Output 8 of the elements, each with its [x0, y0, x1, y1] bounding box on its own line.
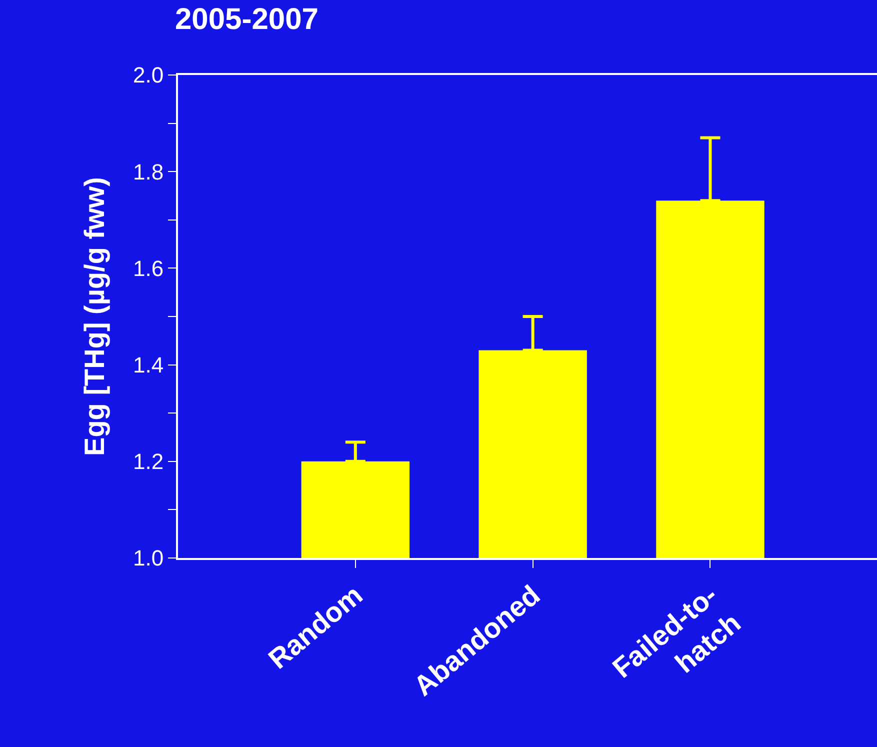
y-tick-label: 1.6	[133, 256, 164, 281]
y-axis-title: Egg [THg] (µg/g fww)	[79, 177, 110, 456]
y-tick-label: 1.0	[133, 546, 164, 571]
y-tick-label: 1.8	[133, 159, 164, 184]
chart-title: 2005-2007	[175, 3, 318, 36]
y-tick-label: 2.0	[133, 62, 164, 88]
y-tick-label: 1.2	[133, 449, 164, 474]
y-tick-label: 1.4	[133, 352, 164, 378]
